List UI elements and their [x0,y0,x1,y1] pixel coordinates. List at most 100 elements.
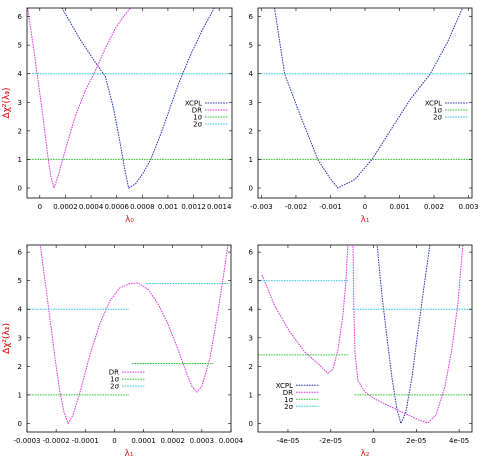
legend-label: DR [283,389,293,397]
y-tick-label: 3 [18,334,22,342]
x-tick-label: 0.0001 [131,437,156,445]
y-tick-label: 0 [249,420,253,428]
y-tick-label: 3 [18,99,22,107]
y-tick-label: 1 [249,156,253,164]
legend-label: 2σ [433,114,442,122]
x-tick-label: -0.0003 [13,437,40,445]
y-tick-label: 6 [249,249,254,257]
y-axis-label: Δχ²(λ₂) [2,323,12,354]
x-tick-label: 0.0008 [130,203,155,211]
x-tick-label: 0.0002 [160,437,185,445]
legend-label: XCPL [425,100,442,108]
y-tick-label: 4 [18,306,23,314]
x-tick-label: 0 [112,437,116,445]
x-tick-label: 0.0006 [104,203,129,211]
plot-area [27,8,232,190]
y-tick-label: 5 [18,42,22,50]
legend-label: 1σ [284,396,293,404]
y-tick-label: 4 [249,306,254,314]
series-line [274,8,463,189]
x-tick-label: 4e-05 [449,437,469,445]
y-tick-label: 6 [18,13,23,21]
y-tick-label: 0 [18,185,22,193]
plot-frame [26,7,233,199]
x-tick-label: -0.002 [285,203,308,211]
legend-label: 1σ [110,376,119,384]
plot-frame [26,244,232,433]
x-axis-label: λ₁ [125,449,134,459]
legend-label: DR [109,369,119,377]
legend-label: 2σ [193,121,202,129]
series-line [27,362,214,396]
y-tick-label: 0 [249,185,253,193]
x-tick-label: 0.001 [389,203,409,211]
y-tick-label: 5 [18,277,22,285]
series-line [258,354,472,396]
series-line [27,8,132,190]
y-tick-label: 1 [18,156,22,164]
x-tick-label: -4e-05 [277,437,300,445]
x-axis-label: λ₂ [361,449,370,459]
y-tick-label: 5 [249,277,253,285]
x-tick-label: -0.0002 [43,437,70,445]
x-tick-label: 0.002 [424,203,444,211]
y-tick-label: 4 [18,70,23,78]
series-line [39,245,229,425]
legend-label: 1σ [433,107,442,115]
x-tick-label: 0 [371,437,375,445]
x-tick-label: -0.001 [319,203,342,211]
y-tick-label: 2 [18,363,22,371]
x-tick-label: 2e-05 [406,437,426,445]
x-tick-label: 0 [38,203,42,211]
legend-label: XCPL [276,382,293,390]
x-tick-label: -0.0001 [72,437,99,445]
series-line [376,245,431,425]
y-axis-label: Δχ²(λ₁) [2,323,12,354]
plot-area [27,245,229,425]
x-axis-label: λ₀ [125,215,134,225]
plot-frame [257,244,473,433]
x-tick-label: 0.0014 [207,203,232,211]
y-tick-label: 4 [249,70,254,78]
series-line [27,283,229,310]
y-tick-label: 6 [249,13,254,21]
y-axis-label: Δχ²(λ₀) [2,88,12,119]
panel: 0 1 2 3 4 5 6 -0.0003 -0.0002 -0.0001 0 0.0001 0.000… [2,244,244,459]
y-tick-label: 2 [249,127,253,135]
y-tick-label: 2 [18,127,22,135]
y-tick-label: 0 [18,420,22,428]
panel: 0 1 2 3 4 5 6 -0.003 -0.002 -0.001 0 0.001 0.002 0.00… [2,7,479,225]
x-tick-label: 0.001 [158,203,178,211]
y-tick-label: 1 [18,391,22,399]
y-tick-label: 6 [18,249,23,257]
x-tick-label: 0.0003 [190,437,215,445]
legend-label: DR [192,107,202,115]
x-tick-label: 0.0004 [219,437,244,445]
x-tick-label: 0.003 [459,203,479,211]
x-tick-label: 0.0012 [181,203,206,211]
legend-label: XCPL [185,100,202,108]
x-tick-label: 0.0004 [79,203,104,211]
x-tick-label: 0 [363,203,367,211]
legend-label: 1σ [193,114,202,122]
plot-area [258,245,472,425]
y-tick-label: 2 [249,363,253,371]
legend-label: 2σ [110,383,119,391]
y-tick-label: 3 [249,99,253,107]
x-tick-label: 0.0002 [53,203,78,211]
y-tick-label: 5 [249,42,253,50]
legend-label: 2σ [284,403,293,411]
series-line [61,8,215,189]
plot-area [258,8,472,189]
panel: 0 1 2 3 4 5 6 -4e-05 -2e-05 0 2e-05 4e-05 λ₂ Δχ²(λ₂) X… [2,244,473,459]
series-line [258,280,472,310]
series-line [261,245,464,424]
y-tick-label: 1 [249,391,253,399]
